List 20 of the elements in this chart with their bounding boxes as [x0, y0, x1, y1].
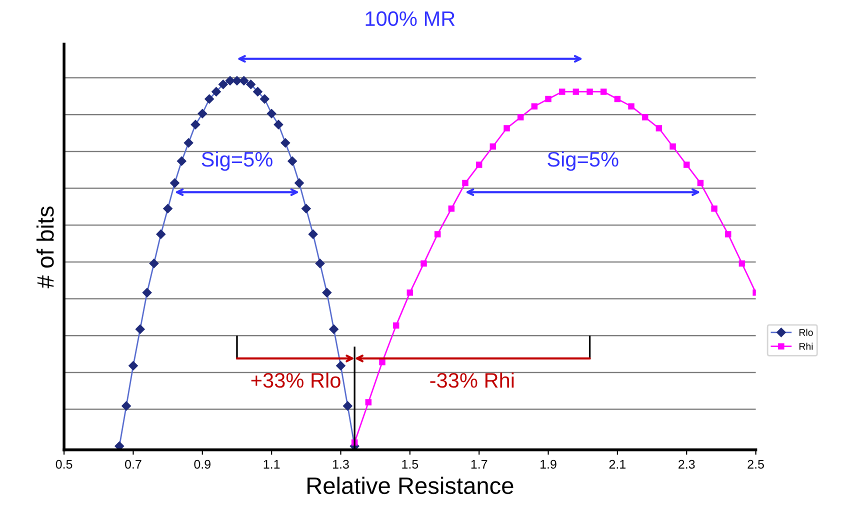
annotation: Sig=5%: [548, 151, 618, 171]
legend-label: Rhi: [799, 342, 813, 350]
x-axis-title: Relative Resistance: [308, 476, 514, 494]
x-tick-label: 2.5: [748, 460, 764, 469]
legend-label: Rlo: [799, 328, 813, 336]
annotation: +33% Rlo: [251, 372, 340, 388]
x-tick-label: 0.7: [125, 460, 142, 469]
x-tick-label: 1.1: [264, 460, 280, 469]
x-tick-label: 0.9: [194, 460, 210, 469]
x-tick-label: 1.5: [402, 460, 418, 469]
annotation: Sig=5%: [202, 151, 272, 171]
y-axis-title: # of bits: [36, 206, 54, 288]
x-tick-label: 1.9: [540, 460, 556, 469]
x-tick-label: 2.1: [609, 460, 626, 469]
x-tick-label: 0.5: [56, 460, 72, 469]
x-tick-label: 1.3: [333, 460, 349, 469]
x-tick-label: 2.3: [678, 460, 695, 469]
x-tick-label: 1.7: [471, 460, 488, 469]
text: 100% MR: [366, 11, 455, 26]
annotation: -33% Rhi: [430, 372, 514, 388]
